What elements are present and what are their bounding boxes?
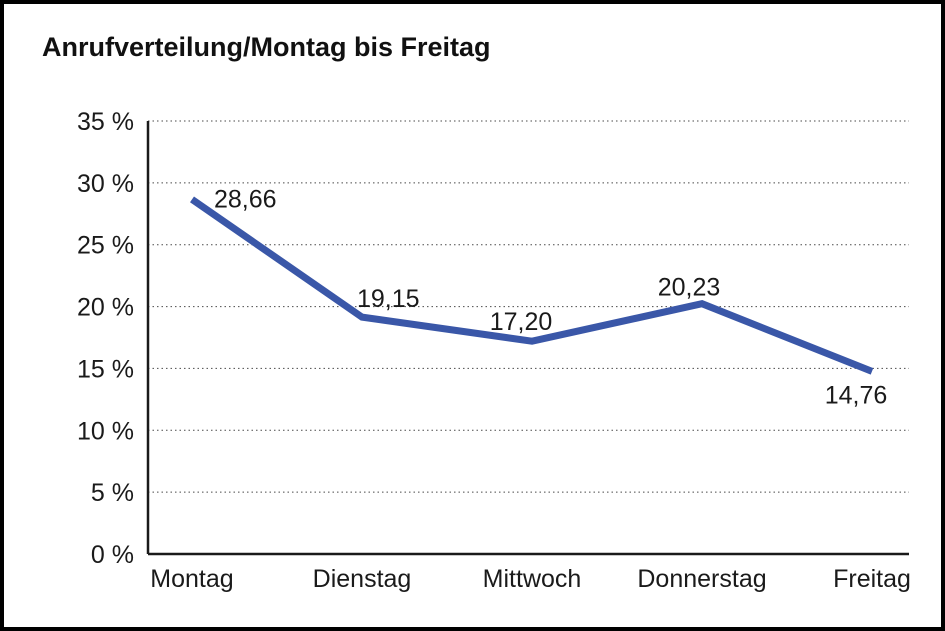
y-tick-label: 20 % xyxy=(77,294,134,322)
y-tick-label: 30 % xyxy=(77,170,134,198)
data-label: 20,23 xyxy=(658,274,721,302)
y-tick-label: 5 % xyxy=(91,479,134,507)
x-category-label: Donnerstag xyxy=(637,565,766,593)
x-category-label: Mittwoch xyxy=(483,565,582,593)
chart-svg: 35 % 30 % 25 % 20 % 15 % 10 % 5 % 0 % Montag Dien… xyxy=(77,108,911,593)
data-label: 14,76 xyxy=(825,381,888,409)
series-line xyxy=(190,196,874,375)
chart-title: Anrufverteilung/Montag bis Freitag xyxy=(42,32,491,62)
x-category-label: Dienstag xyxy=(313,565,412,593)
data-label: 17,20 xyxy=(490,308,553,336)
y-tick-label: 15 % xyxy=(77,355,134,383)
y-tick-label: 25 % xyxy=(77,232,134,260)
y-tick-label: 10 % xyxy=(77,417,134,445)
data-label: 19,15 xyxy=(357,285,420,313)
y-tick-label: 0 % xyxy=(91,541,134,569)
x-category-label: Freitag xyxy=(833,565,911,593)
data-label: 28,66 xyxy=(214,185,277,213)
x-category-label: Montag xyxy=(150,565,233,593)
y-tick-label: 35 % xyxy=(77,108,134,136)
